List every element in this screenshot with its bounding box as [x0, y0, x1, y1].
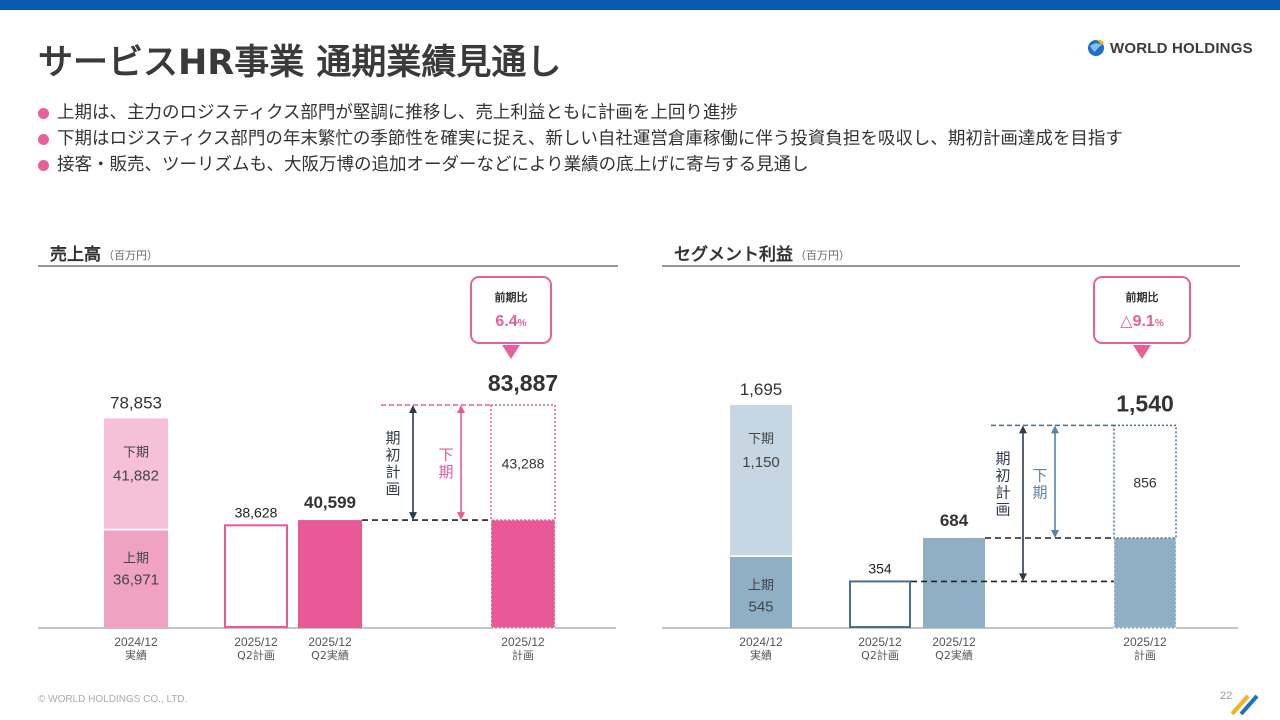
- yoy-callout-value: △9.1%: [1120, 313, 1164, 330]
- bar-2024-second-half-name: 下期: [123, 445, 149, 460]
- category-label-type: 計画: [512, 648, 534, 662]
- bar-q2-actual: [298, 520, 362, 628]
- chart-title: 売上高: [50, 244, 101, 265]
- second-half-char: 期: [438, 463, 453, 481]
- initial-plan-arrow-head-up: [1019, 425, 1027, 434]
- category-label-year: 2024/12: [739, 635, 783, 649]
- yoy-callout-box: [1093, 276, 1191, 344]
- chart-unit: （百万円）: [103, 249, 158, 262]
- initial-plan-char: 初: [995, 466, 1010, 484]
- second-half-char: 下: [1032, 466, 1047, 484]
- yoy-callout-label: 前期比: [495, 290, 528, 304]
- yoy-callout-unit: %: [518, 318, 527, 329]
- category-label-type: Q2実績: [935, 648, 973, 662]
- category-label-type: Q2計画: [237, 648, 275, 662]
- top-accent-bar: [0, 0, 1280, 10]
- bar-q2-plan-label: 38,628: [235, 504, 278, 520]
- yoy-callout-label: 前期比: [1126, 290, 1159, 304]
- globe-logo-icon: [1088, 39, 1104, 56]
- page-number: 22: [1220, 690, 1233, 702]
- company-logo: WORLD HOLDINGS: [1086, 36, 1253, 60]
- bar-2024-second-half-value: 1,150: [742, 454, 780, 471]
- bullet-text: 下期はロジスティクス部門の年末繁忙の季節性を確実に捉え、新しい自社運営倉庫稼働に…: [57, 129, 1123, 149]
- category-label-year: 2025/12: [234, 635, 278, 649]
- chart-title: セグメント利益: [674, 244, 793, 265]
- bullet-text: 上期は、主力のロジスティクス部門が堅調に推移し、売上利益ともに計画を上回り進捗: [57, 103, 738, 123]
- bullet-item: 下期はロジスティクス部門の年末繁忙の季節性を確実に捉え、新しい自社運営倉庫稼働に…: [38, 126, 1123, 152]
- bar-2024-first-half-value: 545: [748, 598, 773, 615]
- category-label-year: 2025/12: [308, 635, 352, 649]
- category-label-type: 実績: [125, 648, 147, 662]
- category-label-year: 2025/12: [1123, 635, 1167, 649]
- page-title: サービスHR事業 通期業績見通し: [38, 43, 562, 83]
- bullet-text: 接客・販売、ツーリズムも、大阪万博の追加オーダーなどにより業績の底上げに寄与する…: [57, 155, 809, 175]
- category-label-year: 2024/12: [114, 635, 158, 649]
- bar-plan-first-half: [1113, 537, 1177, 629]
- bullet-item: 接客・販売、ツーリズムも、大阪万博の追加オーダーなどにより業績の底上げに寄与する…: [38, 152, 1123, 178]
- category-label-type: 計画: [1134, 648, 1156, 662]
- initial-plan-char: 初: [385, 446, 400, 464]
- bullet-dot-icon: [38, 133, 49, 145]
- category-label-type: 実績: [750, 648, 772, 662]
- initial-plan-char: 計: [385, 463, 400, 481]
- initial-plan-char: 期: [385, 429, 400, 447]
- chart-unit: （百万円）: [795, 249, 850, 262]
- bar-q2-actual: [923, 538, 985, 628]
- second-half-char: 下: [438, 446, 453, 464]
- bar-plan-second-half: [1113, 424, 1177, 539]
- initial-plan-char: 画: [995, 500, 1010, 518]
- yoy-callout-unit: %: [1155, 318, 1164, 329]
- bar-2024-first-half-name: 上期: [748, 578, 774, 593]
- bar-q2-plan: [224, 524, 288, 628]
- yoy-callout-box: [470, 276, 552, 344]
- bar-plan-total-label: 1,540: [1116, 390, 1174, 416]
- category-label-year: 2025/12: [501, 635, 545, 649]
- category-label-type: Q2実績: [311, 648, 349, 662]
- second-half-arrow-head-down: [1051, 530, 1059, 539]
- bar-q2-actual-label: 684: [940, 511, 969, 530]
- yoy-callout-pointer: [1133, 345, 1151, 359]
- bar-2024-second-half: [104, 418, 168, 529]
- bar-2024-second-half-value: 41,882: [113, 467, 159, 484]
- initial-plan-char: 期: [995, 449, 1010, 467]
- copyright-footer: © WORLD HOLDINGS CO., LTD.: [38, 694, 188, 705]
- bar-q2-plan: [849, 580, 911, 629]
- bar-2024-total-label: 78,853: [110, 393, 162, 412]
- bar-2024-first-half: [730, 556, 792, 628]
- second-half-char: 期: [1032, 483, 1047, 501]
- logo-text: WORLD HOLDINGS: [1110, 39, 1253, 57]
- bar-2024-second-half-name: 下期: [748, 432, 774, 447]
- bar-plan-second-half-value: 43,288: [502, 456, 545, 472]
- bar-plan-second-half-value: 856: [1133, 475, 1157, 491]
- category-label-year: 2025/12: [858, 635, 902, 649]
- yoy-callout-value: 6.4%: [495, 313, 526, 330]
- initial-plan-arrow-head-down: [1019, 573, 1027, 582]
- bar-plan-total-label: 83,887: [488, 370, 558, 396]
- bar-2024-first-half: [104, 529, 168, 628]
- yoy-callout-pointer: [502, 345, 520, 359]
- bar-2024-total-label: 1,695: [740, 380, 783, 399]
- initial-plan-char: 計: [995, 483, 1010, 501]
- category-label-type: Q2計画: [861, 648, 899, 662]
- bar-q2-actual-label: 40,599: [304, 493, 356, 512]
- bar-2024-second-half: [730, 405, 792, 556]
- bullet-dot-icon: [38, 107, 49, 119]
- second-half-arrow-head-up: [1051, 425, 1059, 434]
- bar-2024-first-half-name: 上期: [123, 552, 149, 567]
- second-half-arrow-head-up: [457, 405, 465, 413]
- bar-plan-first-half: [490, 519, 556, 629]
- category-label-year: 2025/12: [932, 635, 976, 649]
- bar-plan-second-half: [490, 404, 556, 521]
- bar-q2-plan-label: 354: [868, 560, 892, 576]
- initial-plan-arrow-head-down: [409, 512, 417, 521]
- bullet-item: 上期は、主力のロジスティクス部門が堅調に推移し、売上利益ともに計画を上回り進捗: [38, 100, 1123, 126]
- second-half-arrow-head-down: [457, 512, 465, 521]
- bar-2024-first-half-value: 36,971: [113, 572, 159, 589]
- bullet-dot-icon: [38, 159, 49, 171]
- initial-plan-arrow-head-up: [409, 405, 417, 413]
- initial-plan-char: 画: [385, 480, 400, 498]
- summary-bullets: 上期は、主力のロジスティクス部門が堅調に推移し、売上利益ともに計画を上回り進捗 …: [38, 100, 1123, 178]
